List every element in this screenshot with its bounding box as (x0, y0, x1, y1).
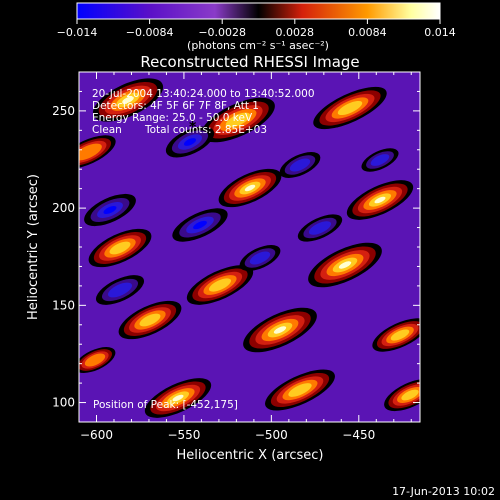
marker-star: * (189, 119, 197, 135)
colorbar-tick-label: −0.014 (57, 26, 98, 39)
heatmap-contour (122, 96, 134, 104)
x-tick-label: −600 (80, 428, 113, 442)
heatmap-contour (244, 184, 256, 192)
heatmap-blob (186, 265, 254, 305)
annotation-energy-range: Energy Range: 25.0 - 50.0 keV (92, 112, 253, 124)
heatmap-blob (265, 369, 335, 411)
heatmap-contour (208, 278, 232, 292)
colorbar-ticks: −0.014 −0.0084 −0.0028 0.0028 0.0084 0.014 (57, 19, 456, 39)
colorbar-tick-label: 0.014 (424, 26, 456, 39)
heatmap-blob (346, 180, 414, 220)
heatmap-blob (144, 378, 212, 418)
heatmap-contour (273, 326, 287, 334)
heatmap-blob (279, 152, 321, 178)
heatmap-contour (103, 205, 117, 215)
heatmap-blob (361, 148, 399, 172)
x-tick-label: −450 (342, 428, 375, 442)
heatmap-blob (308, 242, 382, 288)
heatmap-blob (218, 168, 282, 208)
colorbar-tick-label: −0.0084 (126, 26, 174, 39)
y-tick-label: 200 (52, 201, 75, 215)
chart-title: Reconstructed RHESSI Image (140, 53, 359, 71)
heatmap-blob (95, 275, 145, 305)
footer-timestamp: 17-Jun-2013 10:02 (392, 485, 495, 498)
annotation-clean: Clean (92, 124, 122, 136)
heatmap-contour (401, 389, 419, 401)
heatmap-contour (107, 282, 133, 298)
heatmap-contour (288, 383, 312, 397)
x-axis-label: Heliocentric X (arcsec) (177, 448, 324, 463)
colorbar-units-label: (photons cm⁻² s⁻¹ asec⁻²) (187, 39, 329, 52)
annotation-total-counts: Total counts: 2.85E+03 (144, 124, 267, 136)
y-axis-ticks: 100 150 200 250 (52, 71, 420, 423)
heatmap-contour (79, 143, 102, 161)
heatmap-contour (338, 261, 352, 269)
heatmap-blob (84, 193, 136, 227)
heatmap-blob (372, 318, 420, 352)
heatmap-blob (201, 97, 275, 143)
heatmap-contour (183, 138, 197, 146)
heatmap-blob (384, 378, 420, 412)
y-tick-label: 150 (52, 298, 75, 312)
colorbar-tick-label: 0.0028 (276, 26, 315, 39)
heatmap-contour (390, 329, 410, 341)
heatmap-contour (193, 220, 207, 230)
heatmap-contour (308, 221, 332, 235)
heatmap-blob (79, 135, 116, 169)
heatmap-contour (370, 154, 390, 166)
heatmap-contour (374, 196, 386, 204)
heatmap-blob (313, 86, 387, 130)
heatmap-blob (165, 126, 215, 158)
heatmap-contour (289, 158, 311, 172)
heatmap-blob (239, 245, 281, 271)
heatmap-blob (243, 307, 317, 353)
y-tick-label: 100 (52, 396, 75, 410)
heatmap-contour (139, 313, 161, 327)
heatmap-blob (118, 300, 182, 340)
heatmap-blob (172, 208, 228, 242)
heatmap-contour (109, 241, 131, 255)
heatmap-contour (225, 112, 251, 128)
annotation-peak-position: Position of Peak: [-452,175] (93, 399, 238, 411)
heatmap-blobs (79, 78, 420, 418)
heatmap-blob (92, 78, 164, 122)
heatmap-contour (84, 353, 106, 367)
heatmap-contour (172, 394, 184, 402)
heatmap-blob (88, 228, 152, 268)
x-tick-label: −500 (255, 428, 288, 442)
y-tick-label: 250 (52, 104, 75, 118)
y-axis-label: Heliocentric Y (arcsec) (26, 174, 41, 320)
annotation-time-range: 20-Jul-2004 13:40:24.000 to 13:40:52.000 (92, 88, 315, 100)
heatmap-blob (297, 214, 343, 242)
heatmap-image (79, 72, 420, 422)
colorbar (76, 2, 441, 20)
heatmap-contour (337, 100, 363, 116)
x-tick-label: −550 (167, 428, 200, 442)
colorbar-tick-label: −0.0028 (198, 26, 246, 39)
heatmap-contour (249, 251, 271, 265)
x-axis-ticks: −600 −550 −500 −450 (80, 72, 412, 442)
colorbar-tick-label: 0.0084 (348, 26, 387, 39)
annotation-detectors: Detectors: 4F 5F 6F 7F 8F, Att 1 (92, 100, 259, 112)
heatmap-blob (79, 347, 116, 373)
